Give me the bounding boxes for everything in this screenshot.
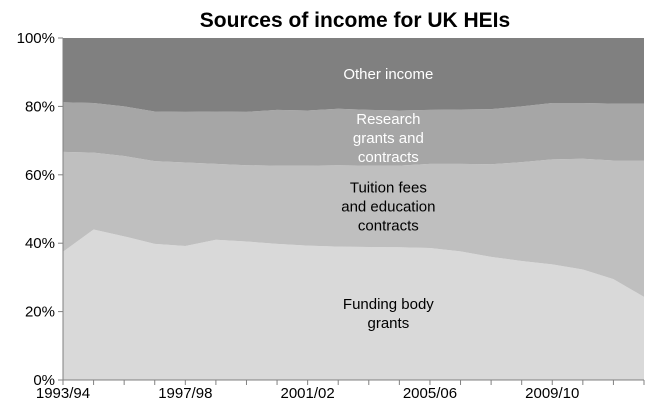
series-label-line: and education <box>341 198 435 215</box>
series-label-line: Research <box>356 111 420 128</box>
series-label-research-grants-and-contracts: Research grants and contracts <box>353 111 424 166</box>
area-other-income <box>63 38 644 112</box>
area-tuition-fees-and-education-contracts <box>63 151 644 297</box>
series-label-line: contracts <box>358 217 419 234</box>
area-funding-body-grants <box>63 229 644 380</box>
series-label-other-income: Other income <box>343 66 433 83</box>
area-labels-group: Funding body grants Tuition fees and educat… <box>341 66 435 332</box>
y-tick-label: 80% <box>25 98 55 115</box>
area-series-group <box>63 38 644 380</box>
x-tick-label: 1993/94 <box>36 385 90 402</box>
y-tick-label: 100% <box>17 30 55 47</box>
series-label-line: Funding body <box>343 296 434 313</box>
chart-title: Sources of income for UK HEIs <box>200 9 510 32</box>
series-label-line: Tuition fees <box>350 179 427 196</box>
x-tick-label: 2005/06 <box>403 385 457 402</box>
series-label-tuition-fees-and-education-contracts: Tuition fees and education contracts <box>341 179 435 234</box>
area-research-grants-and-contracts <box>63 102 644 166</box>
series-label-line: contracts <box>358 149 419 166</box>
y-tick-label: 20% <box>25 304 55 321</box>
y-tick-label: 0% <box>33 372 55 389</box>
series-label-line: grants and <box>353 130 424 147</box>
series-label-line: grants <box>368 315 410 332</box>
series-label-funding-body-grants: Funding body grants <box>343 296 434 332</box>
y-tick-label: 60% <box>25 167 55 184</box>
y-tick-label: 40% <box>25 235 55 252</box>
x-tick-label: 2001/02 <box>281 385 335 402</box>
series-label-line: Other income <box>343 66 433 83</box>
axes-group: 0% 20% 40% 60% 80% 100% 1993/94 1997/98 2001/02 2… <box>17 30 645 402</box>
x-tick-label: 1997/98 <box>158 385 212 402</box>
x-tick-label: 2009/10 <box>525 385 579 402</box>
